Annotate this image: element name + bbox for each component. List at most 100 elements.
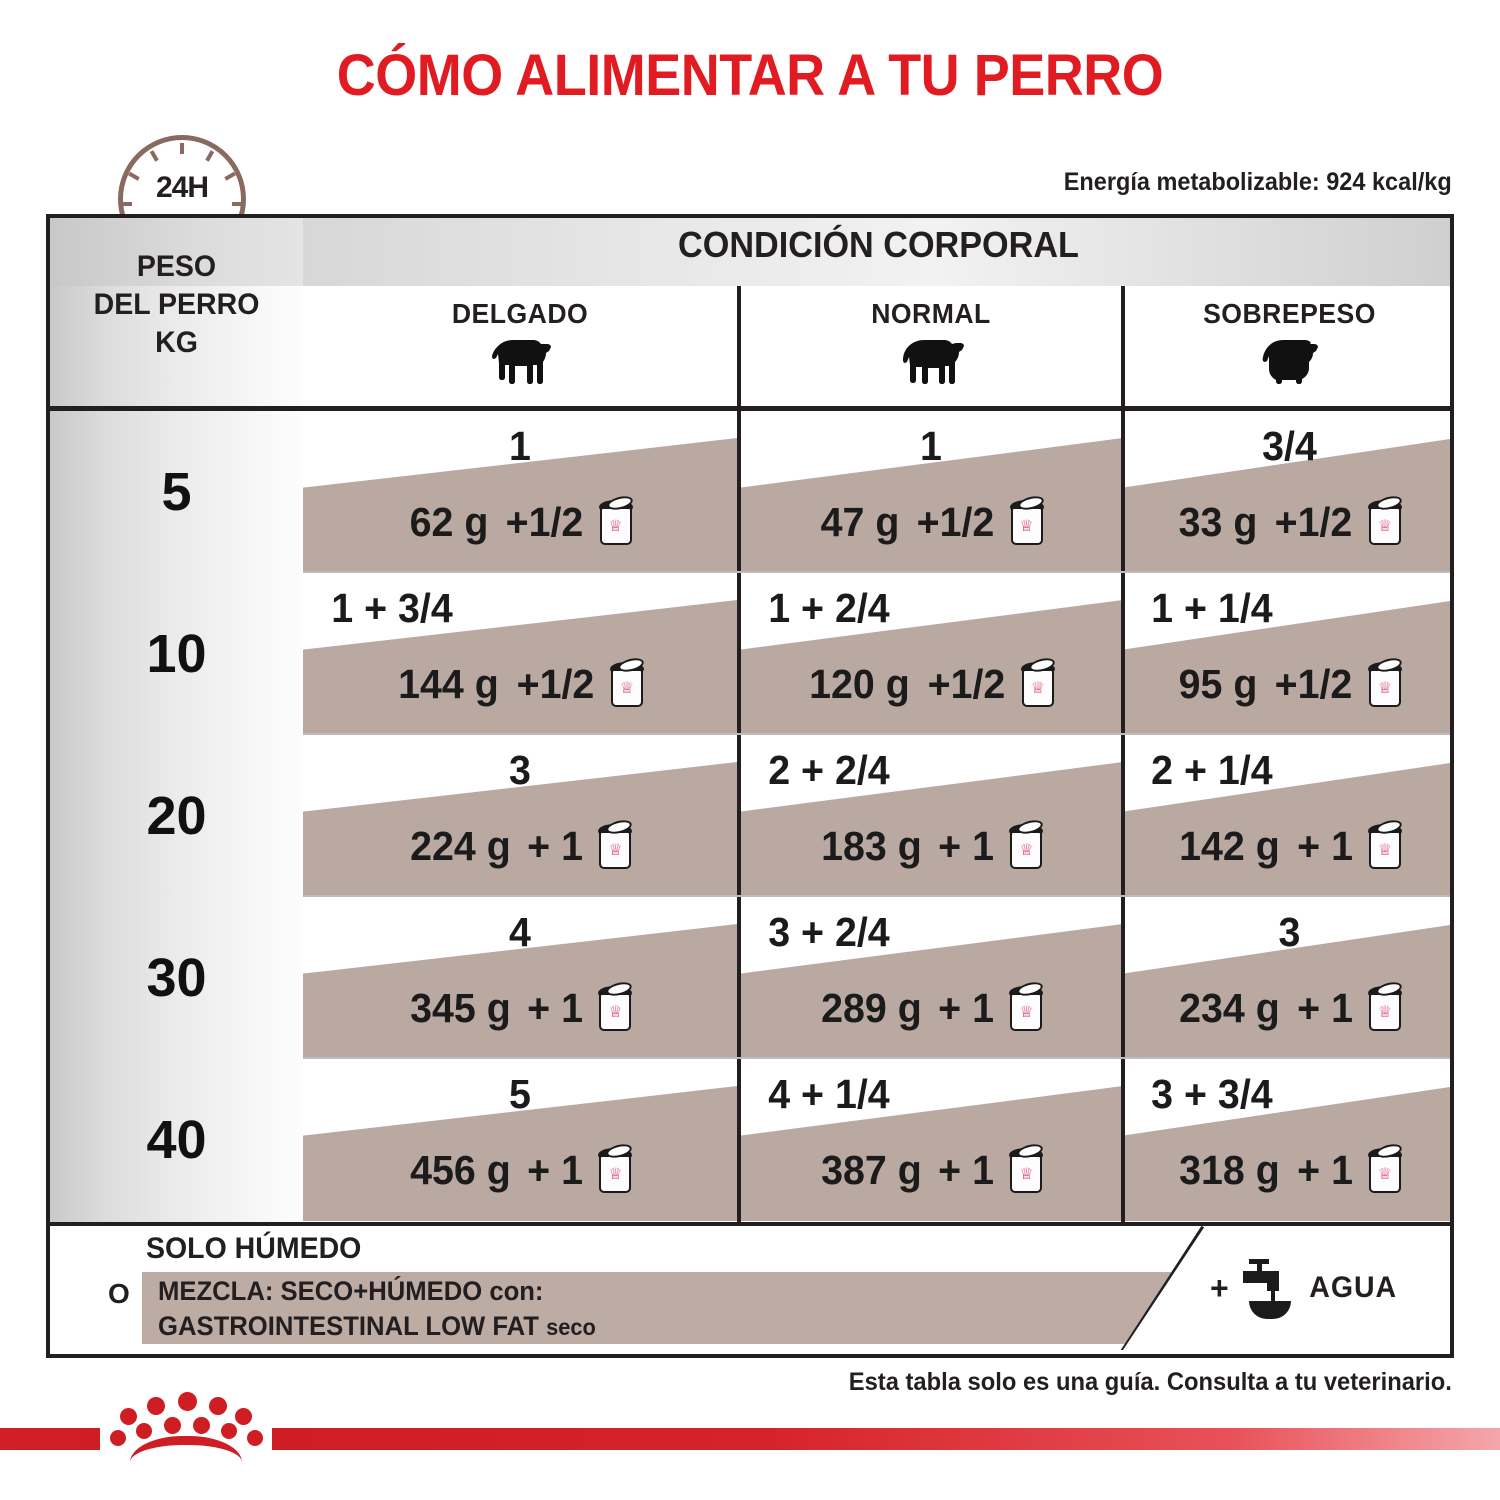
feeding-cell: 5 456 g + 1 ♕ [303,1059,737,1221]
gram-amount-row: 95 g +1/2 ♕ [1125,651,1450,717]
feeding-cell: 1 62 g +1/2 ♕ [303,411,737,573]
grams-value: 318 g [1179,1146,1280,1193]
gram-amount-row: 47 g +1/2 ♕ [741,489,1121,555]
thin-dog-icon [303,334,737,390]
grams-value: 345 g [409,984,511,1031]
weight-header-line-3: KG [155,326,198,359]
gram-amount-row: 144 g +1/2 ♕ [303,651,737,717]
cup-amount: 3/4 [1262,423,1317,469]
column-separator-1 [737,286,741,1222]
metabolizable-energy-label: Energía metabolizable: 924 kcal/kg [1064,168,1452,196]
table-row: 20 3 224 g + 1 ♕ 2 + 2/4 183 g + 1 ♕ 2 + 1/4 142 g… [50,735,1450,897]
page-title: CÓMO ALIMENTAR A TU PERRO [336,43,1164,108]
can-count: +1/2 [505,498,583,545]
overweight-dog-icon [1125,334,1450,390]
diagonal-band [741,735,1121,897]
feeding-cell: 3 + 2/4 289 g + 1 ♕ [741,897,1121,1059]
can-count: + 1 [938,822,995,869]
can-count: + 1 [527,822,584,869]
wet-food-can-icon: ♕ [609,656,645,707]
normal-dog-icon [741,334,1121,390]
wet-food-can-icon: ♕ [1009,1142,1045,1193]
feeding-cell: 1 + 3/4 144 g +1/2 ♕ [303,573,737,735]
mix-instructions: MEZCLA: SECO+HÚMEDO con: GASTROINTESTINA… [158,1274,1108,1345]
grams-value: 183 g [820,822,922,869]
condition-corporal-title: CONDICIÓN CORPORAL [678,224,1079,265]
or-label: O [108,1278,130,1309]
table-row: 30 4 345 g + 1 ♕ 3 + 2/4 289 g + 1 ♕ 3 234 g + 1 ♕ [50,897,1450,1059]
wet-food-can-icon: ♕ [598,1142,634,1193]
banner-left-fill [50,218,303,286]
water-label: AGUA [1308,1271,1397,1304]
wet-food-can-icon: ♕ [1367,1142,1404,1193]
can-count: +1/2 [927,660,1006,707]
grams-value: 47 g [820,498,899,545]
grams-value: 142 g [1179,822,1280,869]
cup-amount: 1 + 2/4 [768,585,890,631]
can-count: + 1 [938,1146,995,1193]
feeding-cell: 3 234 g + 1 ♕ [1125,897,1450,1059]
row-weight-label: 10 [146,624,207,684]
legend-section: SOLO HÚMEDO O MEZCLA: SECO+HÚMEDO con: G… [46,1226,1454,1358]
gram-amount-row: 345 g + 1 ♕ [303,975,737,1041]
feeding-cell: 3 224 g + 1 ♕ [303,735,737,897]
grams-value: 387 g [820,1146,922,1193]
mix-product-name: GASTROINTESTINAL LOW FAT [158,1311,539,1341]
wet-food-can-icon: ♕ [1367,818,1404,869]
feeding-table: CONDICIÓN CORPORAL PESO DEL PERRO KG DEL… [46,214,1454,1226]
mix-product-suffix: seco [546,1314,596,1340]
row-divider [303,895,1450,897]
column-header-delgado: DELGADO [303,286,737,406]
weight-column-header: PESO DEL PERRO KG [56,248,296,362]
diagonal-band [741,411,1121,573]
can-count: + 1 [527,1146,584,1193]
column-header-sobrepeso: SOBREPESO [1125,286,1450,406]
wet-food-can-icon: ♕ [1009,980,1045,1031]
wet-food-can-icon: ♕ [1009,494,1045,545]
can-count: + 1 [1297,984,1353,1031]
gram-amount-row: 224 g + 1 ♕ [303,813,737,879]
cup-amount: 4 + 1/4 [768,1071,890,1117]
cup-amount: 4 [509,909,531,955]
gram-amount-row: 234 g + 1 ♕ [1125,975,1450,1041]
can-count: +1/2 [916,498,994,545]
cup-amount: 1 + 3/4 [331,585,453,631]
diagonal-band [303,735,737,897]
diagonal-band [741,573,1121,735]
row-divider [303,571,1450,573]
water-content: + AGUA [1210,1242,1450,1334]
grams-value: 33 g [1178,498,1258,545]
feeding-cell: 1 + 2/4 120 g +1/2 ♕ [741,573,1121,735]
cup-amount: 1 [509,423,531,469]
table-row: 40 5 456 g + 1 ♕ 4 + 1/4 387 g + 1 ♕ 3 + 3/4 318 g… [50,1059,1450,1221]
gram-amount-row: 289 g + 1 ♕ [741,975,1121,1041]
can-count: +1/2 [516,660,595,707]
condition-banner-background [303,218,1450,286]
diagonal-band [303,411,737,573]
gram-amount-row: 120 g +1/2 ♕ [741,651,1121,717]
row-weight-label: 40 [146,1110,207,1170]
weight-column-background [50,218,303,1222]
cup-amount: 5 [509,1071,531,1117]
disclaimer-text: Esta tabla solo es una guía. Consulta a … [848,1368,1452,1396]
grams-value: 456 g [409,1146,511,1193]
feeding-cell: 2 + 2/4 183 g + 1 ♕ [741,735,1121,897]
column-label-delgado: DELGADO [451,298,589,329]
grams-value: 144 g [398,660,499,707]
wet-only-label: SOLO HÚMEDO [146,1232,362,1265]
feeding-cell: 3/4 33 g +1/2 ♕ [1125,411,1450,573]
gram-amount-row: 318 g + 1 ♕ [1125,1137,1450,1203]
gram-amount-row: 387 g + 1 ♕ [741,1137,1121,1203]
clock-label: 24H [155,171,209,204]
row-weight-label: 20 [146,786,207,846]
gram-amount-row: 62 g +1/2 ♕ [303,489,737,555]
can-count: +1/2 [1274,498,1353,545]
diagonal-band [741,897,1121,1059]
can-count: + 1 [1297,1146,1353,1193]
wet-food-can-icon: ♕ [1367,980,1404,1031]
cup-amount: 1 [920,423,942,469]
column-label-normal: NORMAL [871,298,991,329]
wet-food-can-icon: ♕ [598,818,634,869]
feeding-cell: 4 + 1/4 387 g + 1 ♕ [741,1059,1121,1221]
wet-food-can-icon: ♕ [1009,818,1045,869]
